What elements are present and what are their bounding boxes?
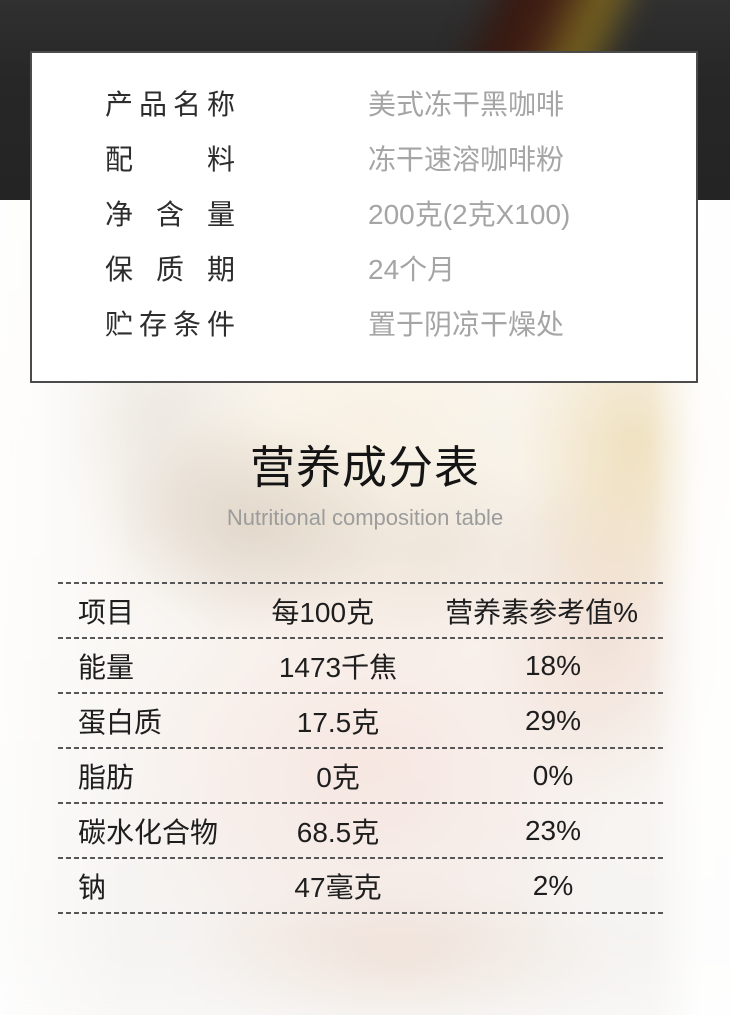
cell-item: 蛋白质	[78, 706, 163, 738]
spec-value: 200克(2克X100)	[368, 199, 571, 230]
table-divider	[58, 857, 666, 859]
cell-per100g: 47毫克	[294, 871, 382, 903]
spec-value: 冻干速溶咖啡粉	[368, 144, 565, 175]
table-header-row: 项目 每100克 营养素参考值%	[58, 584, 666, 637]
header-item: 项目	[78, 596, 135, 628]
cell-per100g: 68.5克	[296, 816, 380, 848]
product-spec-card: 产品名称 美式冻干黑咖啡 配料 冻干速溶咖啡粉 净含量 200克(2克X100)…	[30, 51, 698, 383]
spec-row-storage: 贮存条件 置于阴凉干燥处	[32, 297, 696, 352]
cell-item: 碳水化合物	[78, 816, 219, 848]
cell-per100g: 1473千焦	[278, 651, 398, 683]
spec-value: 24个月	[368, 254, 456, 285]
table-divider	[58, 637, 666, 639]
table-row-carbohydrate: 碳水化合物 68.5克 23%	[58, 804, 666, 857]
table-divider	[58, 802, 666, 804]
cell-item: 能量	[78, 651, 135, 683]
cell-nrv: 23%	[524, 814, 582, 846]
nutrition-subtitle: Nutritional composition table	[226, 505, 504, 530]
cell-per100g: 17.5克	[296, 706, 380, 738]
cell-nrv: 0%	[532, 759, 574, 791]
cell-nrv: 29%	[524, 704, 582, 736]
spec-row-ingredients: 配料 冻干速溶咖啡粉	[32, 132, 696, 187]
table-row-protein: 蛋白质 17.5克 29%	[58, 694, 666, 747]
table-divider	[58, 692, 666, 694]
table-divider	[58, 912, 666, 914]
spec-rows: 产品名称 美式冻干黑咖啡 配料 冻干速溶咖啡粉 净含量 200克(2克X100)…	[32, 53, 696, 352]
spec-label: 产品名称	[105, 89, 235, 120]
table-row-sodium: 钠 47毫克 2%	[58, 859, 666, 912]
cell-nrv: 18%	[524, 649, 582, 681]
spec-row-net-content: 净含量 200克(2克X100)	[32, 187, 696, 242]
cell-per100g: 0克	[316, 761, 360, 793]
spec-value: 置于阴凉干燥处	[368, 309, 565, 340]
nutrition-table: 项目 每100克 营养素参考值% 能量 1473千焦 18% 蛋白质 17.5克…	[58, 582, 666, 914]
spec-label: 贮存条件	[105, 309, 235, 340]
cell-nrv: 2%	[532, 869, 574, 901]
nutrition-title: 营养成分表	[249, 442, 480, 493]
nutrition-section-header: 营养成分表 Nutritional composition table	[0, 440, 730, 531]
table-row-energy: 能量 1473千焦 18%	[58, 639, 666, 692]
spec-row-product-name: 产品名称 美式冻干黑咖啡	[32, 77, 696, 132]
spec-label: 保质期	[105, 254, 235, 285]
spec-label: 配料	[105, 144, 235, 175]
spec-value: 美式冻干黑咖啡	[368, 89, 565, 120]
cell-item: 脂肪	[78, 761, 135, 793]
header-nrv: 营养素参考值%	[445, 596, 638, 628]
spec-row-shelf-life: 保质期 24个月	[32, 242, 696, 297]
table-divider	[58, 582, 666, 584]
cell-item: 钠	[78, 871, 107, 903]
table-divider	[58, 747, 666, 749]
table-row-fat: 脂肪 0克 0%	[58, 749, 666, 802]
spec-label: 净含量	[105, 199, 235, 230]
header-per100g: 每100克	[271, 596, 375, 628]
